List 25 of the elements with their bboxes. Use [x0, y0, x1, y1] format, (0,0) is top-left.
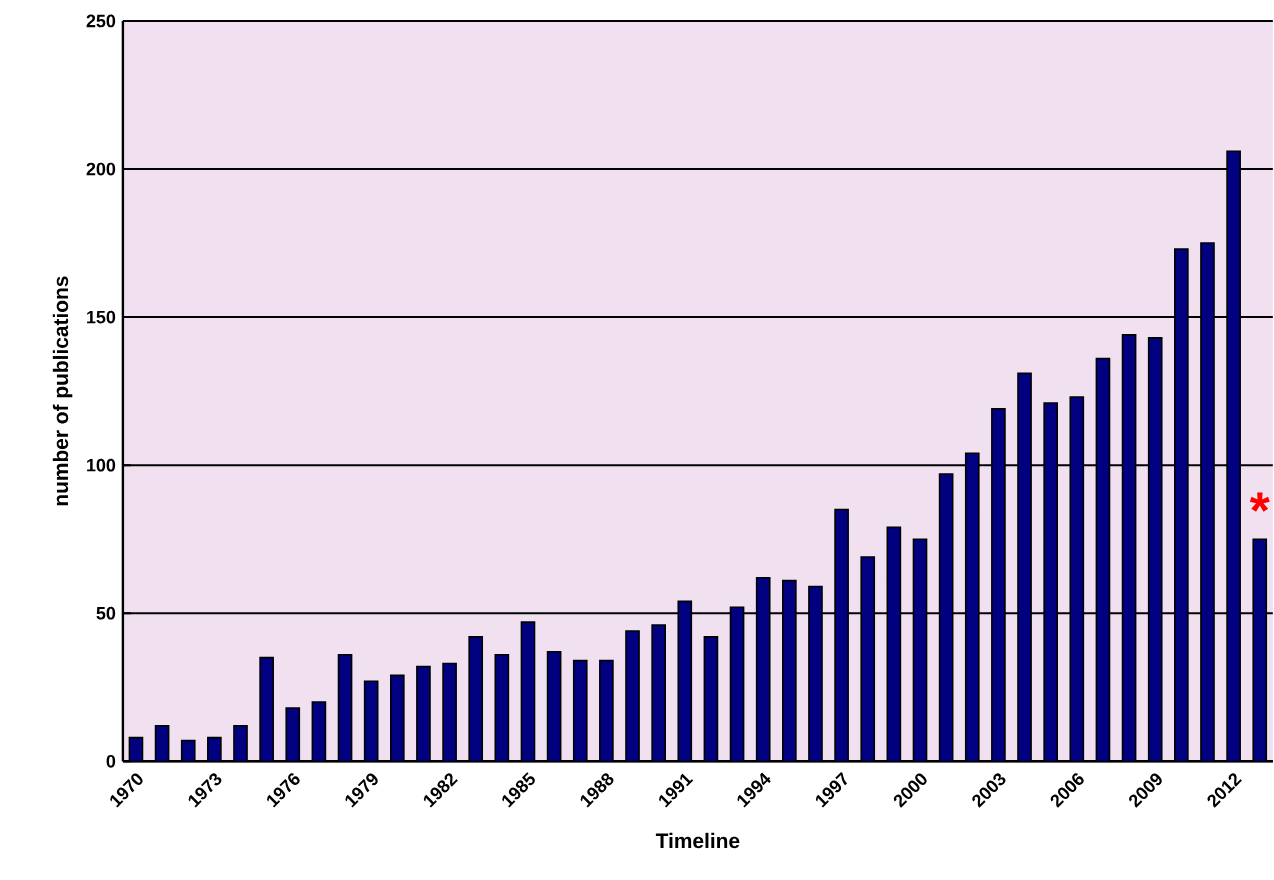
bar: [1095, 357, 1111, 762]
bar: [1069, 396, 1085, 762]
y-tick-label: 250: [86, 14, 116, 28]
bar: [912, 538, 928, 762]
y-tick-label: 150: [87, 310, 116, 324]
x-axis-title: Timeline: [655, 832, 740, 849]
y-axis-title: number of publications: [52, 276, 73, 506]
bar: [1147, 336, 1163, 762]
bar: [729, 606, 745, 762]
bar: [1121, 333, 1137, 762]
y-tick-label: 100: [87, 458, 116, 472]
bar: [938, 473, 954, 762]
y-tick-label: 200: [86, 162, 116, 176]
bar: [520, 621, 536, 762]
y-tick-label: 50: [96, 606, 116, 620]
annotation: *: [1249, 492, 1270, 512]
bar: [755, 576, 771, 762]
bar: [703, 636, 719, 762]
bar: [546, 650, 562, 762]
bar: [677, 600, 693, 762]
bar: [494, 653, 510, 762]
bar: [363, 680, 379, 762]
y-tick-label: 0: [106, 754, 116, 768]
bar: [337, 653, 353, 762]
bar: [886, 526, 902, 762]
